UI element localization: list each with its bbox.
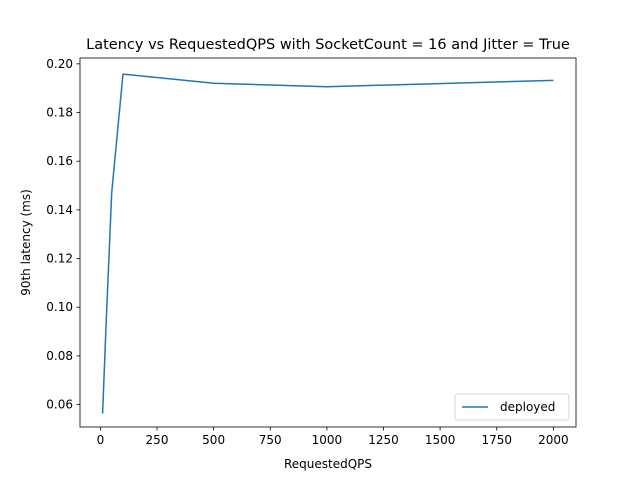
legend: deployed — [454, 393, 570, 421]
x-axis-ticks: 0 250 500 750 1000 1250 1500 1750 2000 — [97, 427, 569, 447]
x-tick-label: 500 — [202, 433, 225, 447]
x-tick-label: 1250 — [368, 433, 399, 447]
y-axis-title: 90th latency (ms) — [19, 189, 33, 296]
plot-area — [79, 57, 577, 428]
x-tick-label: 750 — [259, 433, 282, 447]
y-tick-label: 0.16 — [46, 154, 73, 168]
y-tick-label: 0.12 — [46, 252, 73, 266]
y-tick-label: 0.06 — [46, 398, 73, 412]
x-tick-label: 1750 — [481, 433, 512, 447]
legend-box — [454, 393, 570, 421]
x-axis-title: RequestedQPS — [284, 457, 372, 471]
legend-label: deployed — [500, 400, 555, 414]
y-tick-label: 0.10 — [46, 300, 73, 314]
x-tick-label: 2000 — [538, 433, 569, 447]
y-tick-label: 0.18 — [46, 106, 73, 120]
x-tick-label: 1500 — [425, 433, 456, 447]
x-tick-label: 1000 — [312, 433, 343, 447]
x-tick-label: 250 — [146, 433, 169, 447]
x-tick-label: 0 — [97, 433, 105, 447]
series-line-deployed — [101, 73, 554, 414]
y-tick-label: 0.08 — [46, 349, 73, 363]
series-layer — [101, 73, 554, 414]
y-axis-ticks: 0.06 0.08 0.10 0.12 0.14 0.16 0.18 0.20 — [46, 57, 80, 412]
plot-frame — [79, 57, 577, 428]
chart-title: Latency vs RequestedQPS with SocketCount… — [86, 37, 570, 53]
y-tick-label: 0.14 — [46, 203, 73, 217]
y-tick-label: 0.20 — [46, 57, 73, 71]
